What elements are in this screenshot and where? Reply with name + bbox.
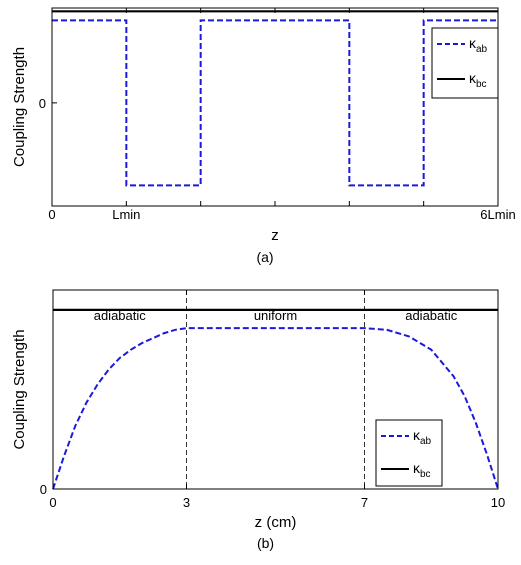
region-label-2: adiabatic (405, 308, 458, 323)
legend-label-bc: κbc (413, 460, 431, 480)
legend-kappa: κ (413, 460, 421, 476)
legend-kappa: κ (469, 70, 477, 86)
x-axis-label: z (271, 227, 279, 244)
legend-kappa: κ (469, 35, 477, 51)
x-tick-label-2: 7 (361, 495, 368, 510)
legend-label-bc: κbc (469, 70, 487, 90)
y-axis-label: Coupling Strength (11, 329, 28, 449)
legend-box (431, 27, 499, 99)
y-tick-label-0: 0 (40, 482, 47, 497)
x-tick-label-0: 0 (48, 207, 55, 222)
x-tick-label-6: 6Lmin (480, 207, 515, 222)
region-label-0: adiabatic (94, 308, 147, 323)
legend-subscript: ab (476, 44, 488, 55)
axes-frame (51, 7, 499, 207)
x-axis-label: z (cm) (255, 514, 297, 531)
chart-panel-1: adiabatic uniform adiabatic 0 3 7 10 0 z (cm) Cou… (11, 289, 505, 551)
legend-subscript: ab (420, 436, 432, 447)
legend-subscript: bc (476, 79, 487, 90)
legend-box (375, 419, 443, 487)
legend-kappa: κ (413, 427, 421, 443)
legend-subscript: bc (420, 469, 431, 480)
x-tick-label-1: 3 (183, 495, 190, 510)
x-tick-label-3: 10 (491, 495, 505, 510)
y-tick-label-0: 0 (39, 96, 46, 111)
y-axis-label: Coupling Strength (11, 47, 28, 167)
series-line-ab (52, 327, 499, 490)
x-tick-label-0: 0 (49, 495, 56, 510)
panel-label: (b) (257, 535, 274, 551)
legend-label-ab: κab (469, 35, 488, 55)
axes-frame (52, 289, 499, 490)
x-tick-label-1: Lmin (112, 207, 140, 222)
legend-label-ab: κab (413, 427, 432, 447)
panel-label: (a) (256, 249, 273, 265)
series-line-ab (52, 19, 498, 187)
region-label-1: uniform (254, 308, 297, 323)
